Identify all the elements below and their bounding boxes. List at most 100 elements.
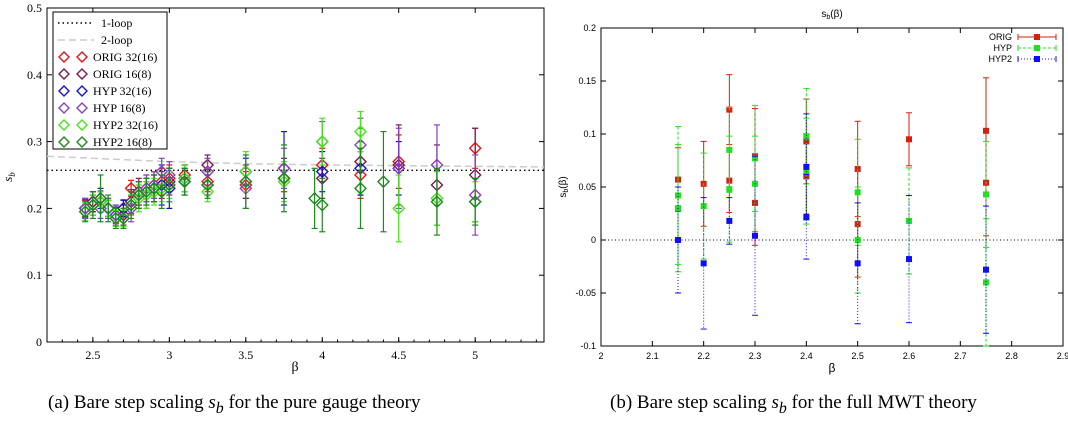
data-point-b — [854, 165, 861, 172]
caption-a-prefix: (a) Bare step scaling — [48, 392, 209, 413]
data-point-b — [726, 146, 733, 153]
data-point-b — [803, 163, 810, 170]
data-point-b — [983, 191, 989, 198]
caption-a-symbol: sb — [208, 392, 223, 417]
legend-label-a: 2-loop — [101, 33, 132, 47]
x-tick-label-a: 4.5 — [391, 348, 406, 362]
data-point-a — [354, 125, 367, 139]
legend-label-a: 1-loop — [101, 16, 132, 30]
caption-b-suffix: for the full MWT theory — [786, 392, 977, 413]
caption-a-sub: b — [215, 399, 224, 417]
data-point-a — [277, 171, 291, 185]
legend-label-a: ORIG 32(16) — [93, 50, 157, 64]
y-tick-label-b: 0.2 — [583, 23, 596, 33]
legend-box-a — [52, 11, 168, 150]
data-point-b — [983, 266, 989, 273]
legend-a: 1-loop 2-loop ORIG 32(16) ORIG 16(8) HYP 32(… — [52, 11, 168, 150]
legend-marker-a — [76, 85, 88, 97]
y-tick-label-a: 0 — [36, 335, 42, 349]
data-point-b — [726, 186, 733, 193]
data-point-a — [116, 211, 130, 225]
legend-marker-a — [76, 136, 88, 148]
x-tick-label-a: 2.5 — [85, 348, 100, 362]
y-tick-label-a: 0.4 — [27, 68, 42, 82]
data-point-a — [124, 198, 138, 212]
x-tick-label-b: 2.7 — [954, 351, 967, 361]
data-point-a — [94, 191, 108, 205]
x-tick-label-b: 2.8 — [1005, 351, 1018, 361]
legend-label-b: HYP2 — [988, 54, 1012, 64]
legend-marker-a — [58, 102, 70, 114]
data-point-a — [162, 178, 176, 192]
y-tick-label-b: 0.1 — [583, 129, 596, 139]
data-point-a — [430, 195, 444, 209]
data-point-a — [101, 201, 115, 215]
data-point-a — [468, 195, 482, 209]
chart-title-b: sb(β) — [821, 9, 842, 21]
x-axis-label-a: β — [291, 360, 298, 375]
data-point-a — [354, 181, 367, 195]
data-point-a — [392, 201, 406, 215]
chart-full-mwt: sb(β) 2 2.1 2.2 2.3 2.4 2.5 2.6 2.7 2.8 2.9 -0.1 -0… — [558, 9, 1068, 375]
legend-label-a: HYP2 32(16) — [93, 118, 158, 132]
y-axis-label-b: sb(β) — [558, 176, 570, 197]
data-point-b — [803, 133, 810, 140]
y-tick-label-a: 0.2 — [27, 201, 42, 215]
data-point-a — [376, 175, 390, 189]
figure: 2.5 3 3.5 4 4.5 5 0 0.1 0.2 0.3 0.4 0.5 β sb 1-loop… — [0, 1, 1068, 375]
caption-b: (b) Bare step scaling sb for the full MW… — [610, 392, 977, 418]
data-point-b — [906, 136, 912, 143]
x-tick-label-b: 2.6 — [903, 351, 916, 361]
data-point-a — [315, 198, 329, 212]
legend-label-b: HYP — [993, 43, 1012, 53]
caption-a-suffix: for the pure gauge theory — [223, 392, 421, 413]
legend-marker-a — [76, 68, 88, 80]
data-point-a — [239, 175, 253, 189]
x-tick-label-b: 2.4 — [800, 351, 813, 361]
axis-ticks-a: 2.5 3 3.5 4 4.5 5 0 0.1 0.2 0.3 0.4 0.5 — [27, 1, 544, 362]
legend-label-a: HYP 32(16) — [93, 84, 152, 98]
caption-a: (a) Bare step scaling sb for the pure ga… — [48, 392, 421, 418]
legend-marker-a — [58, 85, 70, 97]
y-tick-label-b: 0.05 — [578, 182, 596, 192]
data-point-a — [315, 165, 329, 179]
legend-marker-a — [76, 102, 88, 114]
legend-label-b: ORIG — [989, 32, 1012, 42]
legend-marker-a — [76, 51, 88, 63]
legend-marker-a — [58, 68, 70, 80]
data-point-b — [854, 237, 861, 243]
data-point-b — [854, 260, 861, 267]
legend-label-a: ORIG 16(8) — [93, 67, 151, 81]
data-point-a — [155, 185, 169, 199]
x-tick-label-b: 2.9 — [1057, 351, 1068, 361]
data-point-b — [752, 232, 758, 239]
data-point-b — [906, 256, 912, 263]
y-tick-label-a: 0.3 — [27, 135, 42, 149]
x-tick-label-a: 3 — [166, 348, 172, 362]
data-point-b — [726, 217, 733, 224]
legend-label-a: HYP 16(8) — [93, 101, 146, 115]
legend-marker-b — [1034, 56, 1040, 62]
data-points-a — [78, 110, 482, 243]
caption-b-prefix: (b) Bare step scaling — [610, 392, 772, 413]
y-tick-label-b: 0 — [591, 235, 596, 245]
legend-marker-b — [1034, 34, 1040, 40]
x-tick-label-a: 5 — [472, 348, 478, 362]
data-point-a — [178, 175, 192, 189]
y-tick-label-b: -0.05 — [575, 288, 596, 298]
legend-label-a: HYP2 16(8) — [93, 135, 152, 149]
data-point-a — [78, 205, 92, 219]
data-point-b — [700, 260, 707, 267]
x-tick-label-a: 3.5 — [238, 348, 253, 362]
two-loop-line — [46, 155, 545, 168]
x-tick-label-b: 2.3 — [749, 351, 762, 361]
data-point-a — [86, 198, 100, 212]
data-point-a — [201, 178, 215, 192]
legend-marker-a — [58, 119, 70, 131]
x-tick-label-b: 2.2 — [697, 351, 710, 361]
caption-b-sub: b — [778, 399, 787, 417]
x-tick-label-b: 2.1 — [646, 351, 659, 361]
y-tick-label-a: 0.1 — [27, 268, 42, 282]
data-point-b — [700, 203, 707, 210]
